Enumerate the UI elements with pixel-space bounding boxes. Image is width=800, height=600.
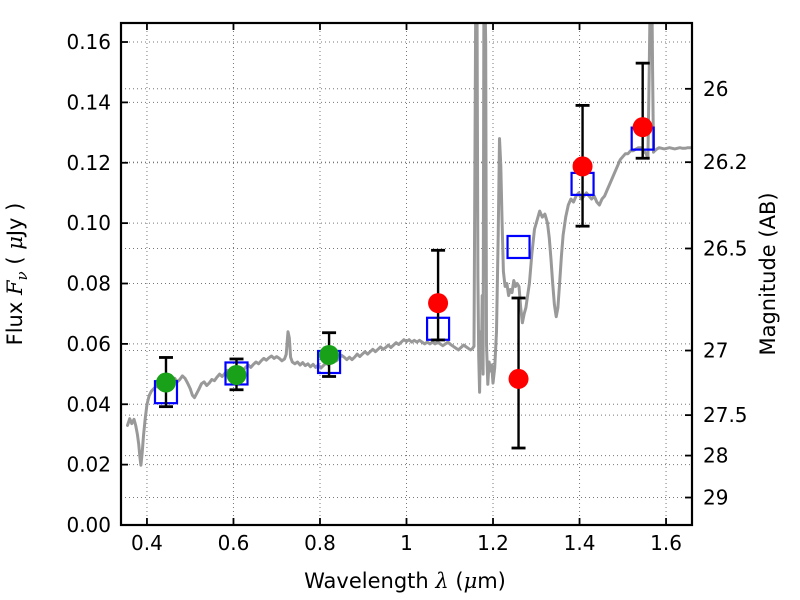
y-tick-label: 0.10: [66, 211, 111, 235]
x-axis-title: Wavelength λ (μm): [304, 569, 506, 593]
magnitude-tick-label: 26.2: [703, 150, 748, 174]
x-tick-label: 1: [400, 531, 413, 555]
magnitude-tick-label: 29: [703, 486, 728, 510]
y-tick-label: 0.14: [66, 90, 111, 114]
x-tick-label: 0.6: [218, 531, 250, 555]
axis-ticks: [121, 23, 692, 526]
y-tick-label: 0.00: [66, 513, 111, 537]
magnitude-tick-label: 27.5: [703, 403, 748, 427]
x-tick-label: 1.6: [650, 531, 682, 555]
axes-frame: [119, 21, 694, 527]
grid-lines: [121, 23, 692, 525]
y-tick-label: 0.16: [66, 30, 111, 54]
y-tick-label: 0.06: [66, 332, 111, 356]
magnitude-tick-label: 28: [703, 444, 728, 468]
model-spectrum-curve: [126, 23, 692, 467]
y-axis-title: Flux Fν ( μJy ): [3, 203, 31, 346]
y-tick-label: 0.04: [66, 392, 111, 416]
magnitude-tick-label: 27: [703, 339, 728, 363]
x-tick-label: 0.8: [304, 531, 336, 555]
error-bars: [158, 61, 650, 450]
y-tick-label: 0.02: [66, 453, 111, 477]
y-tick-label: 0.12: [66, 151, 111, 175]
x-tick-label: 1.2: [477, 531, 509, 555]
magnitude-tick-label: 26.5: [703, 236, 748, 260]
right-axis-title: Magnitude (AB): [756, 192, 780, 355]
y-tick-label: 0.08: [66, 272, 111, 296]
observed-photometry-points: [155, 117, 653, 393]
axis-tick-labels: 0.4 0.6 0.8 1 1.2 1.4 1.6 0.00 0.02 0.04 0.06 0.08 0…: [66, 30, 747, 555]
x-tick-label: 0.4: [131, 531, 163, 555]
x-tick-label: 1.4: [564, 531, 596, 555]
magnitude-tick-label: 26: [703, 77, 728, 101]
